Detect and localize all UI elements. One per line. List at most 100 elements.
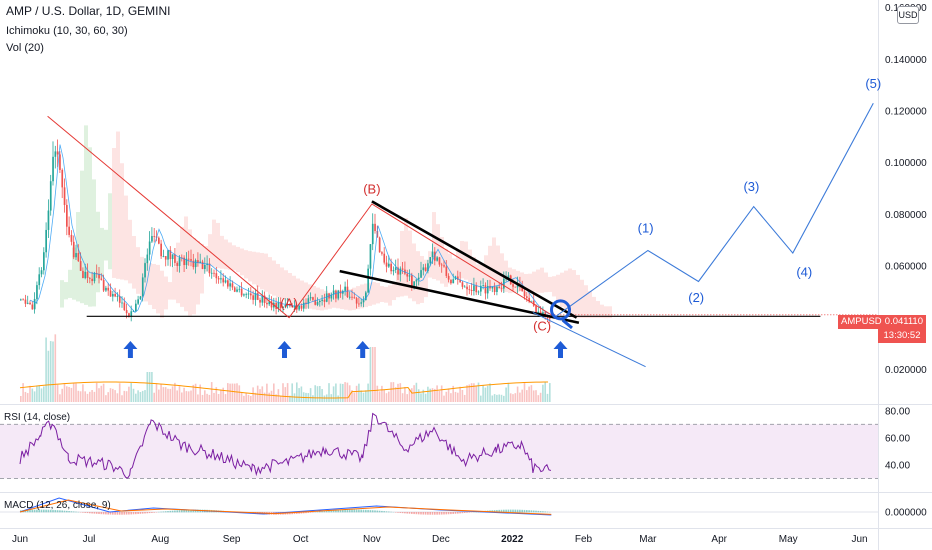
candle-body xyxy=(415,279,418,282)
volume-bar xyxy=(43,386,45,402)
volume-bar xyxy=(542,384,544,402)
macd-histogram-bar xyxy=(542,511,544,513)
candle-body xyxy=(436,257,438,261)
volume-bar xyxy=(250,395,252,402)
volume-bar xyxy=(434,388,436,402)
candle-body xyxy=(346,286,349,297)
volume-bar xyxy=(197,394,199,402)
macd-histogram-bar xyxy=(381,510,383,513)
candle-body xyxy=(358,303,360,305)
volume-bar xyxy=(447,388,450,402)
price-tick-label: 0.120000 xyxy=(885,107,927,118)
volume-bar xyxy=(121,395,123,402)
cloud-segment xyxy=(420,256,424,303)
time-tick-label: Apr xyxy=(711,534,727,545)
volume-bar xyxy=(199,384,201,402)
candle-body xyxy=(33,298,36,310)
candle-body xyxy=(49,181,52,211)
macd-histogram-bar xyxy=(105,512,107,515)
candle-body xyxy=(233,287,236,292)
macd-histogram-bar xyxy=(84,512,86,513)
volume-bar xyxy=(473,383,475,402)
volume-bar xyxy=(185,391,188,402)
volume-bar xyxy=(342,383,344,402)
volume-bar xyxy=(365,390,367,402)
macd-histogram-bar xyxy=(54,510,57,513)
candle-body xyxy=(259,299,261,303)
volume-bar xyxy=(360,390,362,402)
macd-histogram-bar xyxy=(139,512,142,514)
macd-histogram-bar xyxy=(176,510,178,513)
candle-body xyxy=(498,286,501,288)
volume-bar xyxy=(443,395,445,402)
cloud-segment xyxy=(548,276,552,292)
candle-body xyxy=(199,261,202,264)
volume-legend[interactable]: Vol (20) xyxy=(6,42,44,54)
volume-bar xyxy=(72,383,75,402)
candle-body xyxy=(526,296,528,298)
cloud-segment xyxy=(224,239,228,270)
candle-body xyxy=(385,262,388,267)
macd-histogram-bar xyxy=(72,511,75,513)
macd-histogram-bar xyxy=(378,510,381,513)
volume-bar xyxy=(137,390,139,402)
candle-body xyxy=(153,236,156,237)
candle-body xyxy=(146,254,149,264)
price-tag-value: 0.041110 xyxy=(884,316,923,327)
volume-bar xyxy=(337,395,339,402)
currency-button[interactable]: USD xyxy=(897,6,919,24)
volume-bar xyxy=(49,341,52,402)
volume-bar xyxy=(33,391,36,402)
rsi-legend[interactable]: RSI (14, close) xyxy=(4,412,71,423)
candle-body xyxy=(459,279,461,283)
macd-histogram-bar xyxy=(406,512,408,514)
macd-histogram-bar xyxy=(194,509,197,513)
cloud-segment xyxy=(328,292,332,309)
macd-histogram-bar xyxy=(192,509,195,513)
macd-histogram-bar xyxy=(130,512,132,515)
candle-body xyxy=(183,257,185,266)
macd-legend[interactable]: MACD (12, 26, close, 9) xyxy=(4,500,111,511)
volume-bar xyxy=(176,390,178,402)
macd-histogram-bar xyxy=(325,510,328,513)
candle-body xyxy=(314,299,317,305)
macd-histogram-bar xyxy=(100,512,103,515)
cloud-segment xyxy=(308,284,312,309)
cloud-segment xyxy=(60,280,64,308)
macd-histogram-bar xyxy=(40,509,43,513)
candle-body xyxy=(125,310,128,314)
candle-body xyxy=(482,285,484,286)
macd-histogram-bar xyxy=(63,510,66,513)
volume-bar xyxy=(468,384,471,402)
macd-histogram-bar xyxy=(360,509,362,513)
candle-body xyxy=(422,267,425,271)
volume-bar xyxy=(493,394,496,402)
rsi-line xyxy=(19,412,552,479)
macd-histogram-bar xyxy=(539,511,542,513)
cloud-segment xyxy=(292,275,296,304)
volume-bar xyxy=(31,388,34,402)
macd-histogram-bar xyxy=(187,509,190,513)
macd-histogram-bar xyxy=(523,509,526,513)
cloud-segment xyxy=(516,270,520,292)
macd-histogram-bar xyxy=(544,511,546,513)
candle-body xyxy=(401,268,404,270)
volume-bar xyxy=(146,372,149,402)
candle-body xyxy=(148,241,151,255)
ichimoku-legend[interactable]: Ichimoku (10, 30, 60, 30) xyxy=(6,25,128,37)
volume-bar xyxy=(521,389,523,402)
volume-bar xyxy=(36,385,38,402)
candle-body xyxy=(56,151,59,155)
cloud-segment xyxy=(176,242,180,304)
macd-histogram-bar xyxy=(296,512,298,514)
volume-bar xyxy=(422,389,425,402)
macd-histogram-bar xyxy=(174,510,176,513)
volume-bar xyxy=(316,386,319,402)
candle-body xyxy=(169,250,172,260)
macd-histogram-bar xyxy=(33,509,36,513)
cloud-segment xyxy=(552,276,556,297)
macd-histogram-bar xyxy=(98,512,100,514)
cloud-segment xyxy=(432,212,436,280)
macd-histogram-bar xyxy=(424,512,427,515)
